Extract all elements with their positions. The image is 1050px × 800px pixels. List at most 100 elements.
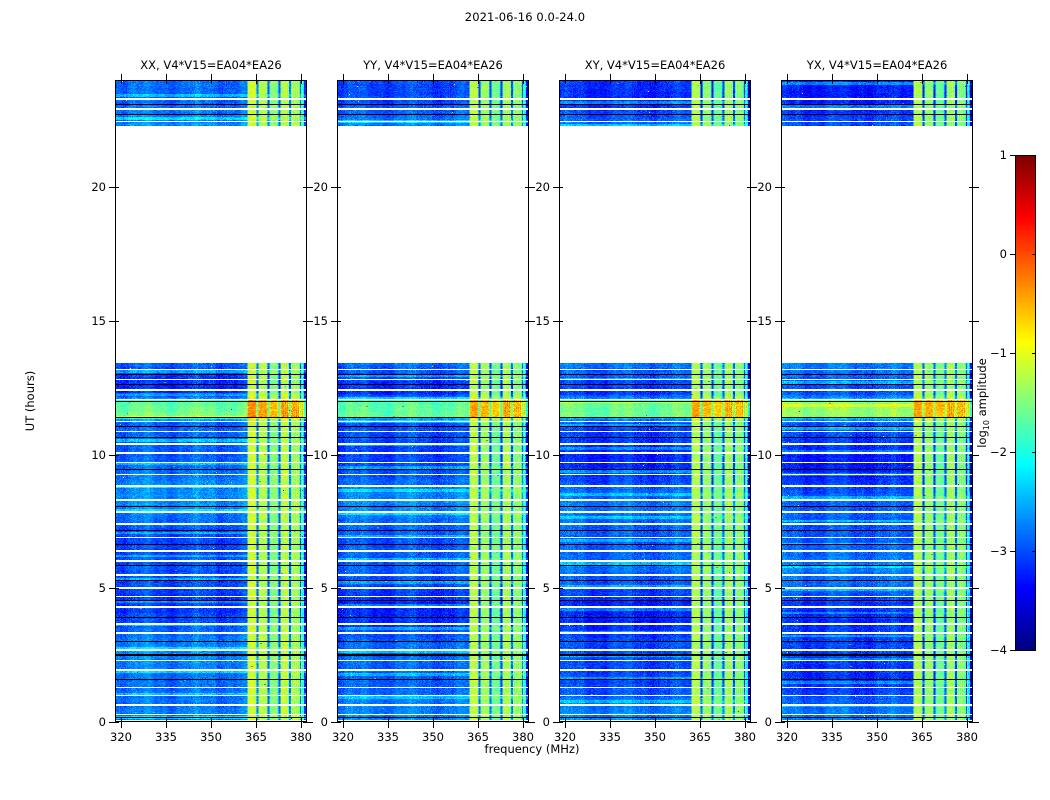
- y-tick-mark: [553, 320, 559, 322]
- waterfall-image: [338, 363, 528, 721]
- x-tick-mark-top-inner: [922, 80, 923, 84]
- x-tick-mark-top-inner: [787, 80, 788, 84]
- x-tick-mark-top: [922, 74, 923, 80]
- y-tick-label: 20: [757, 180, 772, 194]
- x-tick-mark: [967, 722, 968, 728]
- x-tick-mark-top-inner: [877, 80, 878, 84]
- waterfall-image: [116, 363, 306, 721]
- y-tick-mark-right-inner: [525, 320, 529, 322]
- x-tick-mark-top-inner: [433, 80, 434, 84]
- y-tick-mark-right-inner: [525, 454, 529, 456]
- y-tick-mark-right: [307, 320, 313, 322]
- waterfall-image: [782, 81, 972, 126]
- y-tick-mark-right-inner: [525, 722, 529, 723]
- colorbar-tick-label: −4: [990, 643, 1007, 657]
- x-tick-label: 380: [956, 730, 978, 744]
- x-tick-mark-top: [877, 74, 878, 80]
- x-tick-mark-top-inner: [301, 80, 302, 84]
- y-tick-mark: [553, 722, 559, 723]
- x-tick-mark-top: [523, 74, 524, 80]
- x-tick-mark: [655, 722, 656, 728]
- x-tick-mark-inner: [565, 718, 566, 722]
- x-tick-mark-inner: [256, 718, 257, 722]
- y-tick-label: 20: [91, 180, 106, 194]
- y-tick-label: 20: [313, 180, 328, 194]
- panel-xy[interactable]: XY, V4*V15=EA04*EA26 20 15 10 5 0 320 335 350 365…: [535, 58, 757, 744]
- panel-axes-frame: [559, 80, 751, 722]
- y-tick-mark-right-inner: [525, 187, 529, 188]
- panel-xx[interactable]: XX, V4*V15=EA04*EA26 20 15 10 5 0 320 335 350 365…: [91, 58, 313, 744]
- y-tick-mark: [109, 454, 115, 456]
- x-tick-label: 350: [644, 730, 666, 744]
- y-tick-mark-inner: [337, 320, 341, 322]
- y-tick-mark-right-inner: [525, 588, 529, 590]
- x-tick-mark-inner: [787, 718, 788, 722]
- y-tick-mark-right-inner: [303, 320, 307, 322]
- colorbar-tick-label: −2: [990, 445, 1007, 459]
- x-tick-mark-top-inner: [256, 80, 257, 84]
- y-tick-label: 5: [98, 581, 106, 596]
- y-tick-mark-right-inner: [747, 722, 751, 723]
- x-tick-label: 380: [512, 730, 534, 744]
- x-tick-mark-inner: [877, 718, 878, 722]
- x-tick-label: 335: [377, 730, 399, 744]
- x-tick-mark-top-inner: [211, 80, 212, 84]
- x-tick-label: 350: [866, 730, 888, 744]
- x-tick-mark: [301, 722, 302, 728]
- colorbar-gradient: [1015, 155, 1036, 651]
- panel-title: YY, V4*V15=EA04*EA26: [363, 58, 503, 72]
- y-tick-mark: [553, 187, 559, 188]
- colorbar-tick-label: −3: [990, 544, 1007, 558]
- y-tick-mark-inner: [115, 588, 119, 590]
- x-tick-label: 320: [110, 730, 132, 744]
- y-tick-mark: [775, 722, 781, 723]
- y-tick-mark-right: [751, 320, 757, 322]
- y-tick-label: 5: [764, 581, 772, 596]
- colorbar-tick-mark-inner: [1032, 650, 1036, 651]
- x-tick-mark: [433, 722, 434, 728]
- colorbar-tick-mark-inner: [1032, 551, 1036, 552]
- y-tick-mark-right: [529, 588, 535, 590]
- colorbar-tick-mark: [1010, 551, 1015, 552]
- x-tick-mark-inner: [388, 718, 389, 722]
- x-tick-mark-inner: [610, 718, 611, 722]
- x-tick-label: 350: [422, 730, 444, 744]
- colorbar-label-subscript: 10: [982, 420, 992, 431]
- x-tick-mark-top-inner: [565, 80, 566, 84]
- y-tick-mark: [775, 187, 781, 188]
- y-tick-mark-inner: [781, 588, 785, 590]
- x-tick-label: 365: [467, 730, 489, 744]
- y-tick-mark-inner: [337, 187, 341, 188]
- y-tick-mark-inner: [115, 722, 119, 723]
- x-tick-mark-top: [967, 74, 968, 80]
- x-tick-mark-inner: [211, 718, 212, 722]
- panel-yy[interactable]: YY, V4*V15=EA04*EA26 20 15 10 5 0 320 335 350 365…: [313, 58, 535, 744]
- y-tick-mark-right: [973, 722, 979, 723]
- y-tick-mark: [109, 320, 115, 322]
- y-tick-mark-inner: [115, 187, 119, 188]
- y-tick-label: 15: [91, 313, 106, 328]
- y-tick-mark-inner: [559, 187, 563, 188]
- x-tick-label: 320: [776, 730, 798, 744]
- x-tick-label: 380: [290, 730, 312, 744]
- y-tick-mark-inner: [781, 187, 785, 188]
- x-tick-label: 335: [599, 730, 621, 744]
- y-tick-mark-inner: [115, 320, 119, 322]
- x-tick-mark-top-inner: [121, 80, 122, 84]
- waterfall-image: [560, 81, 750, 126]
- panel-yx[interactable]: YX, V4*V15=EA04*EA26 20 15 10 5 0 320 335 350 365…: [757, 58, 979, 744]
- y-tick-mark-right: [973, 588, 979, 590]
- panel-title: XY, V4*V15=EA04*EA26: [584, 58, 726, 72]
- y-tick-label: 15: [757, 313, 772, 328]
- panel-title: XX, V4*V15=EA04*EA26: [140, 58, 282, 72]
- x-tick-mark-top-inner: [478, 80, 479, 84]
- y-tick-mark-inner: [781, 320, 785, 322]
- y-tick-label: 10: [535, 447, 550, 462]
- x-tick-mark-top-inner: [523, 80, 524, 84]
- x-tick-mark-inner: [343, 718, 344, 722]
- y-tick-mark-inner: [337, 588, 341, 590]
- x-tick-mark-inner: [433, 718, 434, 722]
- y-tick-mark-right-inner: [747, 588, 751, 590]
- y-tick-mark-right-inner: [969, 187, 973, 188]
